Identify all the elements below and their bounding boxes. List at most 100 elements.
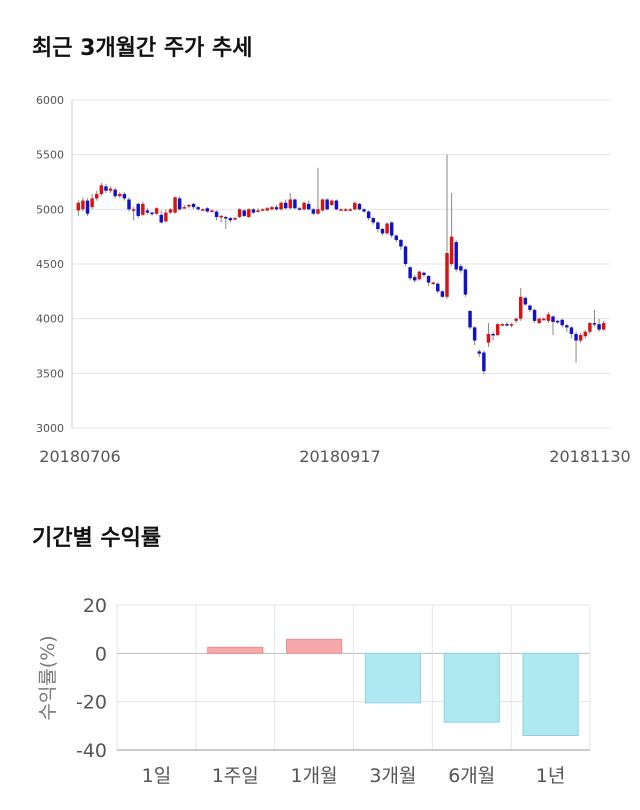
- candle: [104, 184, 108, 193]
- candle: [546, 312, 551, 324]
- candle: [519, 288, 523, 321]
- candle: [394, 234, 399, 243]
- candle: [154, 207, 159, 215]
- candle-body: [104, 186, 108, 191]
- candle-body: [320, 199, 325, 211]
- candle-body: [150, 212, 154, 215]
- candle: [463, 268, 468, 297]
- candle: [537, 317, 541, 325]
- candle-body: [293, 199, 297, 209]
- y-tick-label: 4000: [36, 313, 64, 326]
- x-tick-label: 3개월: [369, 765, 416, 787]
- y-tick-label: 0: [95, 643, 107, 665]
- candle: [214, 210, 219, 221]
- candle-body: [463, 269, 468, 295]
- candle: [408, 266, 412, 281]
- candle-body: [201, 209, 205, 211]
- candle-body: [509, 324, 514, 326]
- candle: [279, 201, 283, 211]
- candle: [578, 332, 583, 343]
- candle-body: [177, 198, 182, 210]
- candle: [330, 199, 334, 207]
- candle: [560, 318, 564, 328]
- candle: [509, 323, 514, 328]
- candle-body: [270, 207, 274, 210]
- candle-body: [76, 202, 81, 211]
- candle: [113, 187, 117, 199]
- candle-body: [81, 200, 85, 210]
- candle: [454, 239, 458, 272]
- candle-body: [168, 209, 173, 213]
- candle: [191, 202, 196, 210]
- x-tick-label: 1년: [536, 765, 566, 787]
- candle: [260, 208, 265, 211]
- candle: [597, 318, 601, 332]
- y-tick-label: -40: [76, 740, 107, 762]
- candle-body: [389, 222, 394, 236]
- candle-body: [214, 211, 219, 217]
- candle: [436, 282, 440, 294]
- candle: [583, 329, 587, 339]
- candle: [343, 208, 348, 212]
- candle-body: [486, 333, 491, 343]
- candle-body: [85, 200, 90, 214]
- candle-body: [583, 331, 587, 337]
- candle: [141, 201, 145, 216]
- x-tick-label: 6개월: [448, 765, 495, 787]
- candle-body: [219, 215, 223, 218]
- candle-body: [482, 352, 486, 372]
- candle: [459, 264, 463, 273]
- y-tick-label: 20: [83, 595, 107, 617]
- candle: [247, 208, 251, 219]
- candle-body: [546, 314, 551, 321]
- x-tick-label: 1주일: [212, 765, 259, 787]
- candle: [514, 317, 518, 324]
- candle-body: [164, 212, 168, 222]
- candle-body: [592, 323, 597, 325]
- candle-body: [560, 319, 564, 326]
- candle: [399, 238, 403, 250]
- candle: [449, 192, 454, 267]
- candle: [90, 194, 94, 210]
- candle-body: [274, 207, 279, 210]
- candle-body: [519, 296, 523, 319]
- y-tick-label: 3000: [36, 422, 64, 435]
- candle-body: [385, 223, 389, 234]
- candle: [482, 350, 486, 375]
- candle: [569, 326, 574, 339]
- candle-body: [403, 246, 408, 264]
- candle: [555, 319, 560, 325]
- candle: [601, 320, 606, 331]
- candle-body: [371, 218, 375, 223]
- candle-body: [334, 200, 339, 210]
- y-tick-label: 6000: [36, 94, 64, 107]
- candle-body: [307, 203, 311, 210]
- candle-body: [182, 207, 187, 209]
- candle: [316, 167, 320, 215]
- candle: [339, 208, 343, 211]
- candle: [491, 331, 495, 341]
- candle-body: [145, 210, 150, 213]
- candle-body: [357, 203, 362, 210]
- candle-body: [343, 209, 348, 211]
- candle: [366, 210, 371, 221]
- candle-body: [113, 189, 117, 197]
- candle: [108, 186, 113, 193]
- candle-body: [500, 324, 505, 326]
- candle-body: [565, 325, 569, 328]
- candle-body: [574, 333, 578, 341]
- candle: [362, 208, 366, 213]
- period-return-title: 기간별 수익률: [32, 526, 162, 551]
- x-tick-label: 20180917: [299, 447, 380, 466]
- x-tick-label: 20181130: [549, 447, 630, 466]
- candle-body: [380, 229, 385, 234]
- return-bar: [522, 652, 579, 736]
- candle-body: [523, 297, 528, 305]
- price-trend-title: 최근 3개월간 주가 추세: [32, 36, 253, 61]
- candle-body: [283, 202, 288, 209]
- candle: [495, 323, 500, 337]
- candle: [205, 207, 210, 213]
- candle: [376, 221, 380, 233]
- candle-body: [422, 272, 426, 275]
